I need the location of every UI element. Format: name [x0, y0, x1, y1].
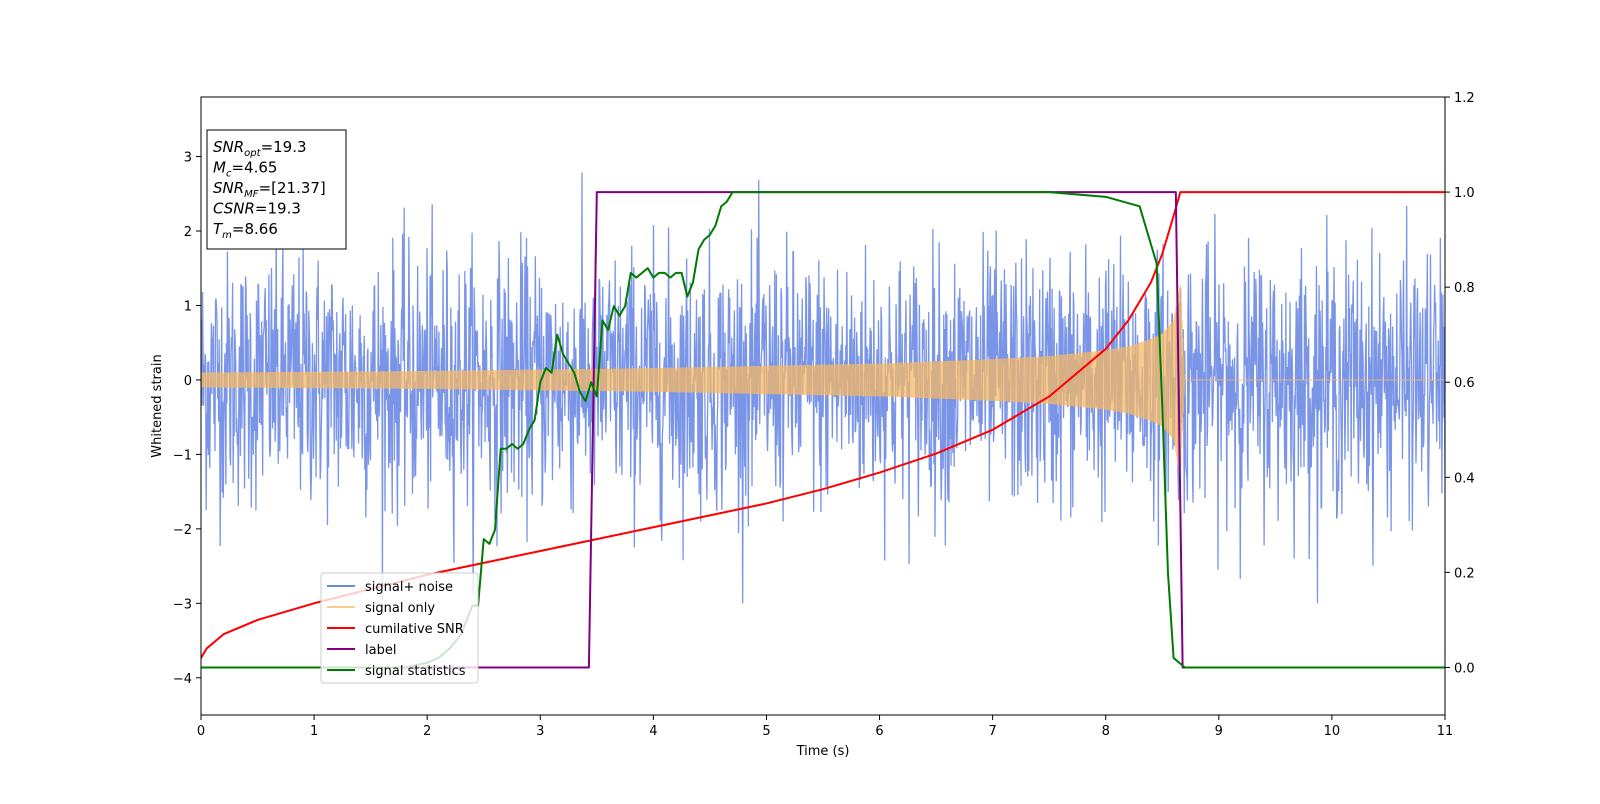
legend-item: signal only — [327, 601, 435, 616]
annotation-line: SNRMF=[21.37] — [213, 179, 326, 200]
legend: signal+ noise signal only cumilative SNR la… — [320, 572, 479, 684]
y-left-tick-label: 3 — [184, 151, 192, 166]
legend-label: cumilative SNR — [365, 622, 464, 637]
annotation-line: CSNR=19.3 — [213, 200, 301, 218]
y-axis-label: Whitened strain — [150, 354, 165, 457]
legend-label: label — [365, 643, 396, 658]
series-signal-only — [201, 284, 1445, 475]
y-left-tick-label: −3 — [173, 597, 192, 612]
x-tick-label: 5 — [762, 724, 770, 739]
series-layer — [201, 172, 1445, 669]
y-left-tick-label: −2 — [173, 523, 192, 538]
x-tick-label: 3 — [536, 724, 544, 739]
y-left-tick-label: −4 — [173, 672, 192, 687]
legend-label: signal statistics — [365, 664, 466, 679]
annotation-line: SNRopt=19.3 — [213, 138, 307, 159]
x-tick-label: 11 — [1437, 724, 1454, 739]
annotation-frame — [206, 129, 347, 250]
y-right-tick-label: 0.2 — [1454, 566, 1475, 581]
x-tick-label: 0 — [197, 724, 205, 739]
y-right-tick-label: 0.8 — [1454, 281, 1475, 296]
annotation-line: Tm=8.66 — [213, 220, 278, 241]
y-left-tick-label: 2 — [184, 225, 192, 240]
legend-label: signal only — [365, 601, 435, 616]
x-tick-label: 1 — [310, 724, 318, 739]
y-right-tick-label: 0.0 — [1454, 661, 1475, 676]
x-tick-label: 2 — [423, 724, 431, 739]
x-tick-label: 6 — [875, 724, 883, 739]
y-left-tick-label: 1 — [184, 299, 192, 314]
series-signal-statistics — [201, 191, 1445, 669]
legend-item: label — [327, 643, 396, 658]
legend-item: signal statistics — [327, 664, 466, 679]
y-left-tick-label: 0 — [184, 374, 192, 389]
x-axis-label: Time (s) — [796, 744, 850, 759]
axes-layer: 0 1 2 3 4 5 6 7 8 9 10 11 −4 −3 −2 −1 0 1 2 3 0.0 0.2 0.4 0.6 0.… — [150, 91, 1475, 759]
legend-item: signal+ noise — [327, 580, 453, 595]
x-tick-label: 4 — [649, 724, 657, 739]
series-cumilative-snr — [201, 191, 1445, 659]
x-tick-label: 9 — [1215, 724, 1223, 739]
x-tick-label: 8 — [1102, 724, 1110, 739]
y-right-tick-label: 0.6 — [1454, 376, 1475, 391]
y-right-tick-label: 0.4 — [1454, 471, 1475, 486]
plot-frame — [200, 96, 1446, 716]
x-tick-label: 7 — [988, 724, 996, 739]
y-left-tick-label: −1 — [173, 448, 192, 463]
legend-label: signal+ noise — [365, 580, 453, 595]
legend-frame — [320, 572, 479, 684]
annotation-line: Mc=4.65 — [213, 159, 277, 180]
x-tick-label: 10 — [1324, 724, 1341, 739]
annotation-box: SNRopt=19.3Mc=4.65SNRMF=[21.37]CSNR=19.3… — [206, 129, 347, 250]
y-right-tick-label: 1.0 — [1454, 186, 1475, 201]
y-right-tick-label: 1.2 — [1454, 91, 1475, 106]
legend-item: cumilative SNR — [327, 622, 464, 637]
